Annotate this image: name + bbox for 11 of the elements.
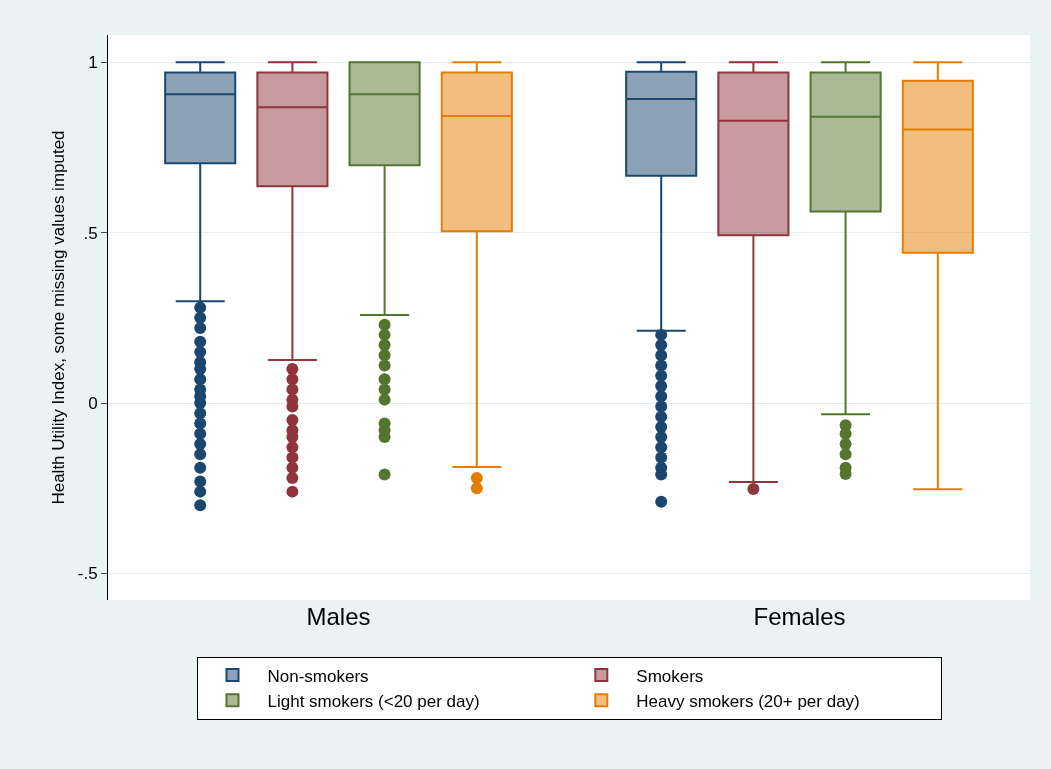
x-tick-label: Females xyxy=(753,603,846,630)
legend-label: Non-smokers xyxy=(267,666,369,686)
y-tick-label: 1 xyxy=(88,53,98,73)
y-tick-label: .5 xyxy=(83,223,98,243)
legend-label: Light smokers (<20 per day) xyxy=(267,691,480,711)
legend-label: Smokers xyxy=(636,666,704,686)
x-tick-label: Males xyxy=(306,603,371,630)
y-axis-title: Health Utility Index, some missing values imputed xyxy=(49,130,68,505)
y-tick-label: 0 xyxy=(88,393,98,413)
legend-label: Heavy smokers (20+ per day) xyxy=(636,691,860,711)
y-tick-label: -.5 xyxy=(77,564,98,584)
